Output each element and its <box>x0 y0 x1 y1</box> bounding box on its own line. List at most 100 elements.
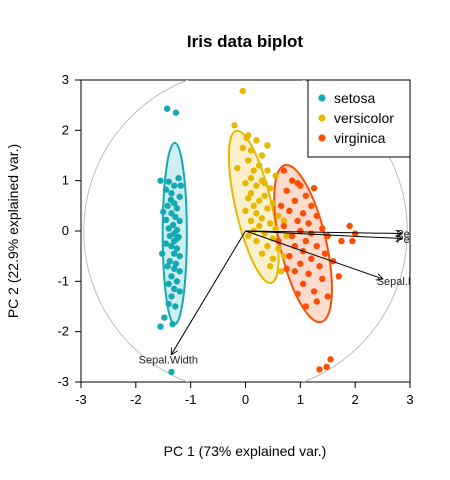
point-setosa <box>176 268 183 275</box>
point-virginica <box>294 179 301 187</box>
point-virginica <box>351 230 359 237</box>
point-setosa <box>171 265 178 272</box>
point-virginica <box>316 366 323 373</box>
point-setosa <box>176 193 183 200</box>
point-versicolor <box>266 220 274 227</box>
legend: setosa versicolor virginica <box>307 79 411 158</box>
point-setosa <box>173 235 181 242</box>
legend-label-virginica: virginica <box>334 130 386 146</box>
x-tick-label: 0 <box>242 392 249 407</box>
point-setosa <box>168 293 175 300</box>
x-tick-label: -2 <box>130 392 142 407</box>
point-virginica <box>323 363 330 371</box>
point-versicolor <box>247 174 255 182</box>
point-versicolor <box>256 162 263 169</box>
point-virginica <box>277 202 285 210</box>
point-versicolor <box>264 167 271 174</box>
point-setosa <box>157 323 164 330</box>
point-versicolor <box>253 137 260 144</box>
point-versicolor <box>231 122 238 129</box>
point-virginica <box>305 270 312 277</box>
point-setosa <box>168 242 175 250</box>
loading-label-sepal-length: Sepal.Length <box>377 276 442 288</box>
point-versicolor <box>256 197 263 204</box>
x-tick-label: -3 <box>75 392 87 407</box>
point-versicolor <box>275 212 282 220</box>
point-versicolor <box>245 157 252 164</box>
point-setosa <box>169 320 176 328</box>
point-versicolor <box>261 179 268 187</box>
point-virginica <box>288 177 296 184</box>
point-setosa <box>171 250 178 257</box>
loading-label-petal-width: Petal.Width <box>396 234 450 246</box>
point-virginica <box>349 237 356 245</box>
point-setosa <box>165 300 172 308</box>
y-tick-label: 2 <box>62 122 69 137</box>
point-virginica <box>302 192 310 199</box>
point-versicolor <box>253 210 260 217</box>
y-tick-label: 1 <box>62 173 69 188</box>
point-versicolor <box>275 245 282 252</box>
loading-label-sepal-width: Sepal.Width <box>139 355 198 367</box>
point-versicolor <box>247 217 255 225</box>
point-virginica <box>346 222 353 230</box>
point-virginica <box>283 187 290 194</box>
point-virginica <box>294 217 301 225</box>
point-virginica <box>302 237 310 245</box>
point-setosa <box>168 190 175 197</box>
point-setosa <box>175 174 182 182</box>
point-versicolor <box>272 172 279 179</box>
point-setosa <box>171 182 178 189</box>
loading-arrows: Sepal.LengthSepal.WidthPetal.LengthPetal… <box>139 229 450 367</box>
point-setosa <box>177 182 184 189</box>
point-versicolor <box>266 263 274 270</box>
point-virginica <box>321 250 329 257</box>
x-tick-label: 1 <box>297 392 304 407</box>
point-virginica <box>338 237 345 245</box>
point-setosa <box>165 178 172 185</box>
point-setosa <box>166 232 174 240</box>
point-setosa <box>157 177 164 184</box>
point-versicolor <box>258 215 266 222</box>
point-versicolor <box>280 252 288 260</box>
point-virginica <box>305 220 312 227</box>
point-setosa <box>168 368 175 376</box>
point-versicolor <box>266 185 274 192</box>
point-versicolor <box>258 152 266 159</box>
point-virginica <box>313 298 320 305</box>
point-setosa <box>158 250 166 257</box>
point-setosa <box>176 217 183 225</box>
point-virginica <box>308 202 315 210</box>
point-versicolor <box>269 255 277 262</box>
point-virginica <box>308 230 315 237</box>
loading-arrow-sepal-width <box>171 230 246 354</box>
point-versicolor <box>239 144 246 152</box>
legend-label-versicolor: versicolor <box>334 110 394 126</box>
point-virginica <box>324 293 331 300</box>
point-setosa <box>163 105 171 112</box>
point-virginica <box>299 280 307 288</box>
point-setosa <box>176 288 183 295</box>
y-tick-label: -3 <box>57 374 69 389</box>
x-tick-label: -1 <box>185 392 197 407</box>
y-tick-label: -1 <box>57 273 69 288</box>
point-virginica <box>335 273 342 280</box>
point-versicolor <box>283 232 290 240</box>
point-versicolor <box>245 195 252 202</box>
point-setosa <box>161 314 168 321</box>
point-virginica <box>327 356 334 363</box>
point-versicolor <box>250 202 257 210</box>
point-virginica <box>299 210 307 217</box>
x-axis: -3 -2 -1 0 1 2 3 <box>75 382 414 407</box>
point-virginica <box>291 197 299 204</box>
point-versicolor <box>264 205 271 212</box>
y-axis: -3 -2 -1 0 1 2 3 <box>57 72 81 389</box>
point-versicolor <box>261 192 268 199</box>
point-versicolor <box>247 147 255 154</box>
point-setosa <box>167 196 175 203</box>
x-tick-label: 3 <box>406 392 413 407</box>
point-virginica <box>280 167 288 174</box>
x-tick-label: 2 <box>352 392 359 407</box>
point-setosa <box>166 258 174 265</box>
point-virginica <box>310 185 318 192</box>
